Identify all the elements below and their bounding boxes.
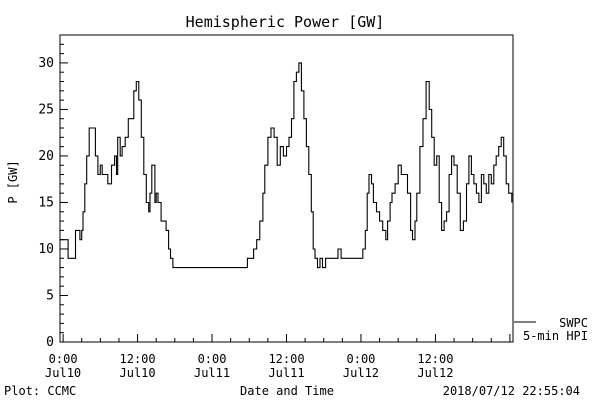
y-tick-label: 0	[46, 335, 54, 350]
series-line-hemispheric-power	[60, 62, 513, 269]
x-tick-label-time: 12:00	[120, 352, 156, 366]
legend-entry-swpc: SWPC	[559, 316, 588, 330]
y-axis: 0 5 10 15 20 25 30	[38, 34, 68, 350]
legend-entry-5min-hpi: 5-min HPI	[523, 329, 588, 343]
x-tick-label-date: Jul12	[417, 366, 453, 380]
plot-timestamp: 2018/07/12 22:55:04	[443, 384, 580, 398]
x-axis: 0:00Jul1012:00Jul100:00Jul1112:00Jul110:…	[45, 334, 511, 380]
x-tick-label-date: Jul11	[268, 366, 304, 380]
x-tick-label-date: Jul10	[120, 366, 156, 380]
y-tick-label: 20	[38, 149, 54, 164]
legend: SWPC 5-min HPI	[514, 316, 588, 343]
x-tick-label-date: Jul11	[194, 366, 230, 380]
x-tick-label-time: 0:00	[198, 352, 227, 366]
plot-area	[59, 34, 514, 343]
y-tick-label: 25	[38, 102, 54, 117]
y-tick-label: 5	[46, 288, 54, 303]
y-tick-label: 30	[38, 56, 54, 71]
plot-credit: Plot: CCMC	[4, 384, 76, 398]
x-axis-label: Date and Time	[240, 384, 334, 398]
chart-title: Hemispheric Power [GW]	[186, 13, 385, 31]
x-tick-label-date: Jul10	[45, 366, 81, 380]
x-tick-label-time: 0:00	[347, 352, 376, 366]
x-tick-label-time: 12:00	[268, 352, 304, 366]
x-tick-label-date: Jul12	[343, 366, 379, 380]
y-tick-label: 15	[38, 195, 54, 210]
y-tick-label: 10	[38, 242, 54, 257]
x-tick-label-time: 12:00	[417, 352, 453, 366]
x-tick-label-time: 0:00	[49, 352, 78, 366]
plot-frame	[59, 34, 514, 343]
y-axis-label: P [GW]	[6, 160, 20, 203]
series-layer	[60, 62, 513, 269]
